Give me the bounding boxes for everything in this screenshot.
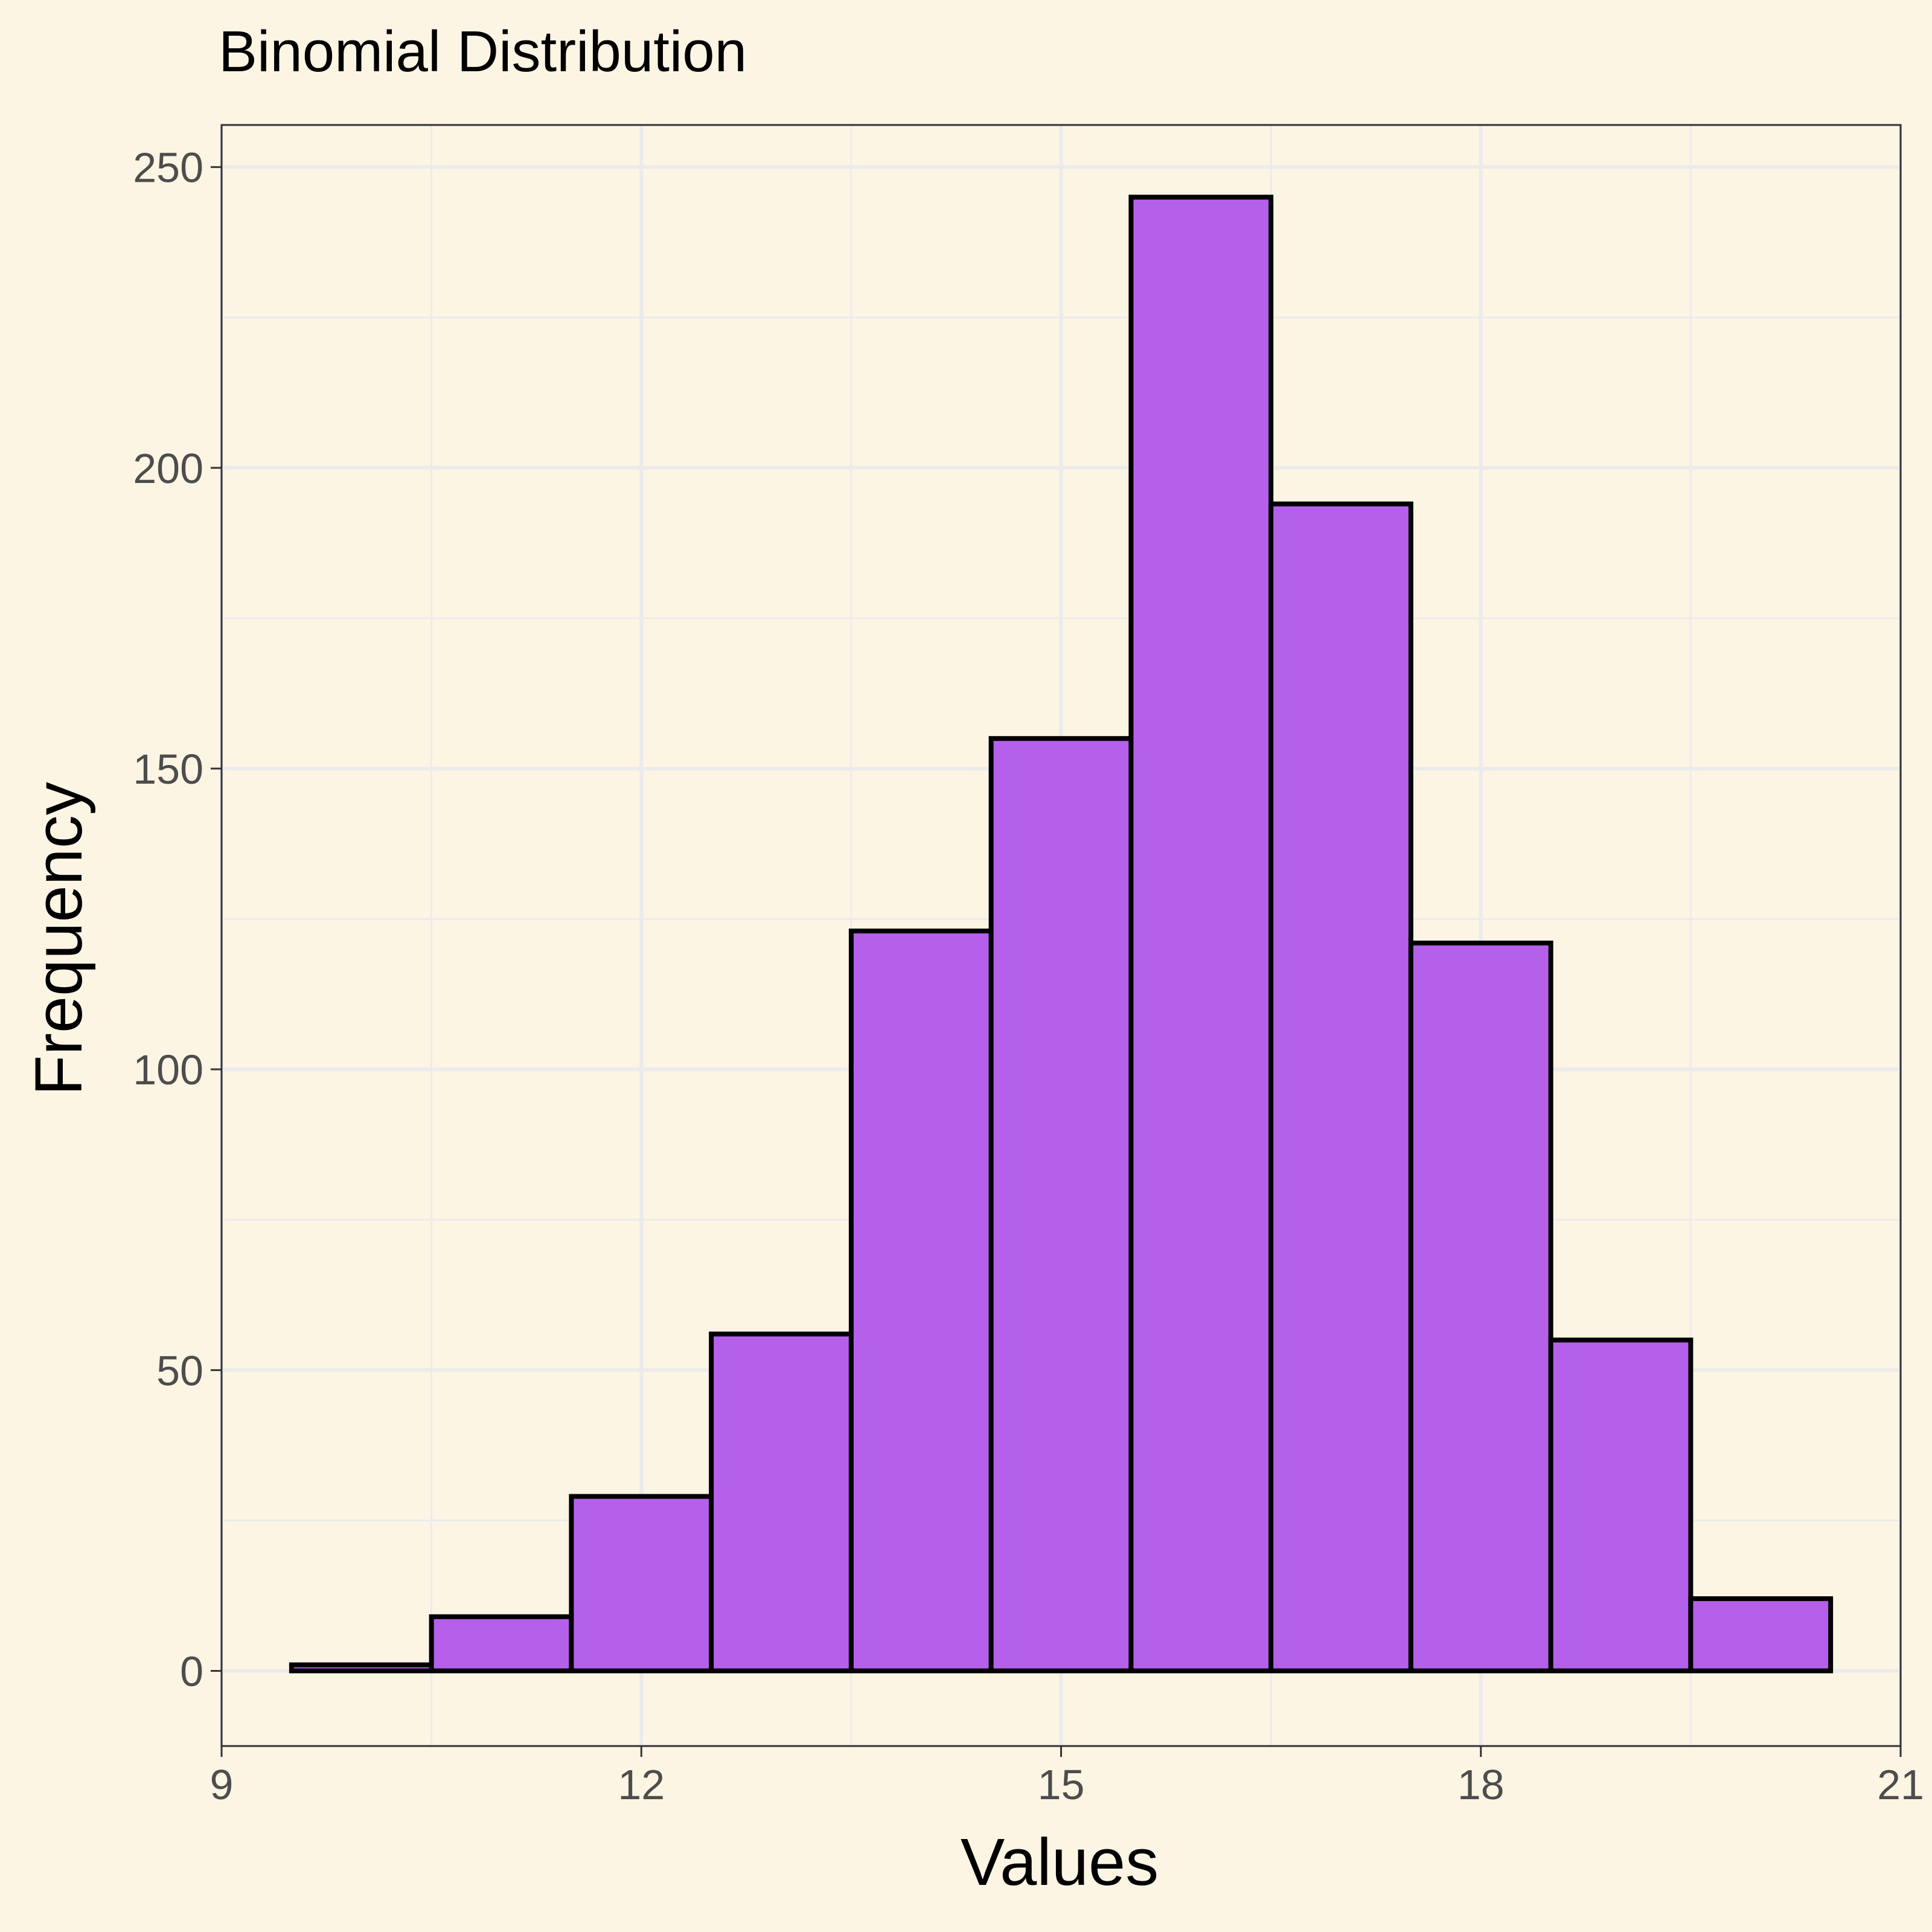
x-tick-label: 9 xyxy=(210,1761,234,1808)
chart-title: Binomial Distribution xyxy=(219,19,747,84)
y-tick-label: 150 xyxy=(133,746,203,793)
histogram-bar xyxy=(1408,940,1553,1674)
histogram-bar xyxy=(289,1662,434,1674)
y-tick-label: 0 xyxy=(180,1648,203,1695)
y-axis-label: Frequency xyxy=(22,782,96,1096)
y-tick-label: 250 xyxy=(133,144,203,191)
histogram-bar xyxy=(1688,1596,1834,1674)
histogram-bar xyxy=(1128,194,1274,1674)
histogram-bar xyxy=(709,1331,854,1674)
y-tick-label: 200 xyxy=(133,445,203,492)
x-tick-label: 12 xyxy=(618,1761,665,1808)
histogram-bar xyxy=(1268,501,1413,1674)
y-tick-label: 50 xyxy=(156,1347,203,1394)
histogram-bar xyxy=(988,736,1134,1674)
x-tick-label: 21 xyxy=(1877,1761,1924,1808)
histogram-bar xyxy=(848,929,994,1674)
histogram-bar xyxy=(569,1494,714,1674)
y-tick-label: 100 xyxy=(133,1046,203,1093)
histogram-bar xyxy=(1548,1337,1694,1674)
axes: 9 12 15 18 21 0 50 100 150 200 250 xyxy=(133,144,1924,1808)
histogram-bars xyxy=(289,194,1834,1674)
x-tick-label: 18 xyxy=(1457,1761,1505,1808)
x-axis-label: Values xyxy=(961,1825,1159,1899)
x-tick-label: 15 xyxy=(1038,1761,1085,1808)
histogram-bar xyxy=(429,1614,574,1674)
